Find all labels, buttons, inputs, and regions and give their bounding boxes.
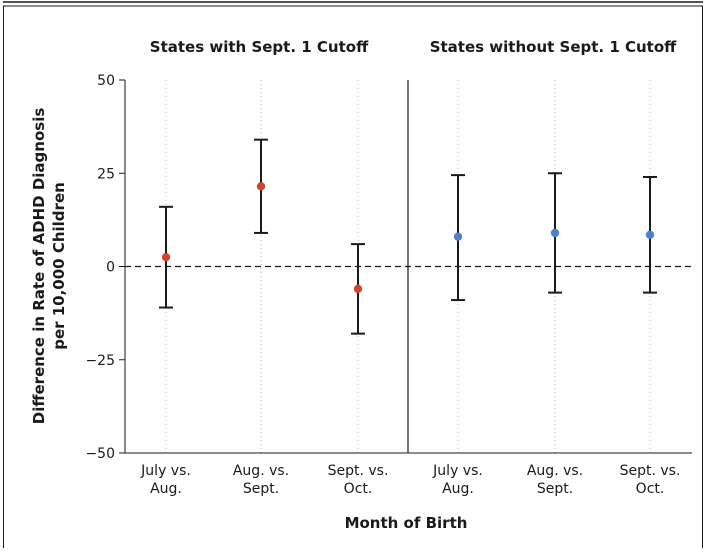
x-axis-title: Month of Birth — [345, 514, 468, 532]
panel-title-left: States with Sept. 1 Cutoff — [150, 38, 369, 56]
y-tick-label-1: 25 — [97, 166, 115, 182]
category-label-line1-0-0: July vs. — [140, 463, 191, 479]
category-label-line2-1-1: Sept. — [537, 481, 573, 497]
panel-title-right: States without Sept. 1 Cutoff — [430, 38, 677, 56]
y-axis-title: Difference in Rate of ADHD Diagnosis per… — [30, 108, 68, 425]
y-tick-label-3: −25 — [85, 353, 115, 369]
data-point-0-1 — [256, 182, 266, 191]
category-label-line1-1-2: Sept. vs. — [620, 463, 681, 479]
category-label-line2-0-1: Sept. — [243, 481, 279, 497]
y-axis-title-line2: per 10,000 Children — [50, 182, 68, 350]
category-label-line2-0-2: Oct. — [344, 481, 373, 497]
category-label-line1-1-0: July vs. — [432, 463, 483, 479]
data-point-1-1 — [550, 228, 560, 238]
category-label-line1-0-1: Aug. vs. — [233, 463, 289, 479]
data-point-1-2 — [645, 230, 655, 239]
data-point-1-0 — [453, 232, 463, 241]
plot-area: 50 25 0 −25 −50 July vs. Aug. Aug. vs. Sept. Sept… — [85, 73, 692, 497]
y-tick-label-2: 0 — [106, 260, 115, 276]
data-point-0-2 — [353, 284, 363, 294]
y-axis-title-line1: Difference in Rate of ADHD Diagnosis — [30, 108, 48, 425]
category-label-line2-1-2: Oct. — [636, 481, 665, 497]
category-label-line2-1-0: Aug. — [442, 481, 474, 497]
y-tick-label-0: 50 — [97, 73, 115, 89]
y-tick-label-4: −50 — [85, 446, 115, 462]
category-label-line1-1-1: Aug. vs. — [527, 463, 583, 479]
data-point-0-0 — [161, 252, 171, 262]
category-label-line2-0-0: Aug. — [150, 481, 182, 497]
category-label-line1-0-2: Sept. vs. — [328, 463, 389, 479]
